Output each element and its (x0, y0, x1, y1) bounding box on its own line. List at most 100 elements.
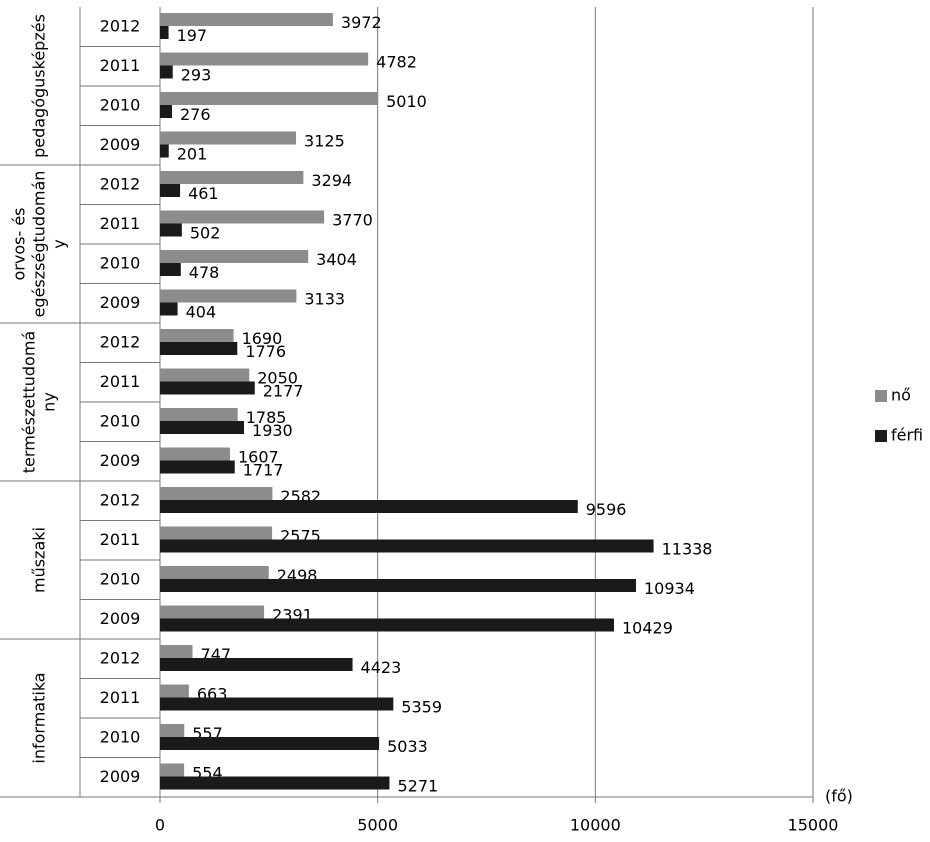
bar (160, 579, 636, 592)
value-label: 3125 (304, 132, 345, 151)
y-tick-label: 2010 (100, 95, 141, 114)
value-label: 9596 (586, 500, 627, 519)
y-tick-label: 2011 (100, 688, 141, 707)
bar (160, 408, 238, 421)
y-tick-label: 2012 (100, 490, 141, 509)
value-label: 10934 (644, 579, 695, 598)
y-tick-label: 2010 (100, 411, 141, 430)
value-label: 5010 (386, 92, 427, 111)
value-label: 276 (180, 105, 211, 124)
bar (160, 500, 578, 513)
bar (160, 302, 178, 316)
bar (160, 421, 245, 434)
y-tick-label: 2009 (100, 451, 141, 470)
value-label: 5033 (387, 737, 428, 756)
value-label: 502 (190, 224, 221, 243)
x-unit-label: (fő) (825, 787, 853, 806)
y-tick-label: 2011 (100, 56, 141, 75)
value-label: 478 (189, 263, 220, 282)
legend-swatch (875, 430, 887, 442)
bar (160, 763, 185, 777)
group-label: orvos- és (10, 208, 29, 281)
value-label: 2050 (257, 369, 298, 388)
value-label: 461 (188, 184, 219, 203)
y-tick-label: 2012 (100, 332, 141, 351)
y-tick-label: 2011 (100, 372, 141, 391)
value-label: 10429 (622, 619, 673, 638)
value-label: 1690 (242, 329, 283, 348)
value-label: 201 (177, 145, 208, 164)
value-label: 11338 (662, 540, 713, 559)
group-label: pedagógusképzés (30, 14, 49, 158)
group-label: természettudomá (20, 331, 39, 473)
value-label: 3972 (341, 13, 382, 32)
value-label: 4423 (361, 658, 402, 677)
x-tick-label: 15000 (788, 816, 839, 835)
bar (160, 605, 265, 619)
y-tick-label: 2011 (100, 214, 141, 233)
group-label: informatika (30, 672, 49, 763)
value-label: 3133 (304, 290, 345, 309)
x-tick-label: 0 (155, 816, 165, 835)
bar (160, 223, 182, 237)
value-label: 197 (177, 26, 208, 45)
group-label: ny (40, 392, 59, 412)
value-label: 404 (186, 303, 217, 322)
bar (160, 526, 273, 540)
bar (160, 329, 234, 342)
x-tick-label: 5000 (357, 816, 398, 835)
bar (160, 658, 353, 671)
bar (160, 65, 173, 79)
x-tick-label: 10000 (570, 816, 621, 835)
bar (160, 724, 185, 737)
bar (160, 776, 390, 790)
value-label: 2177 (263, 382, 304, 401)
bar (160, 447, 230, 461)
y-tick-label: 2012 (100, 648, 141, 667)
bar (160, 26, 169, 39)
value-label: 4782 (376, 53, 417, 72)
group-label: egészségtudomán (30, 171, 49, 318)
bar (160, 289, 297, 303)
legend-label: nő (891, 386, 911, 405)
value-label: 1776 (245, 342, 286, 361)
bar (160, 263, 181, 276)
y-tick-label: 2010 (100, 569, 141, 588)
value-label: 1717 (243, 461, 284, 480)
bar (160, 131, 297, 145)
bar (160, 487, 273, 500)
value-label: 3404 (316, 250, 357, 269)
bar (160, 684, 189, 698)
bar (160, 381, 255, 395)
bar (160, 52, 369, 66)
y-tick-label: 2010 (100, 253, 141, 272)
y-tick-label: 2009 (100, 767, 141, 786)
bar (160, 210, 325, 224)
value-label: 1607 (238, 448, 279, 467)
bar (160, 171, 304, 184)
value-label: 1930 (252, 421, 293, 440)
bar (160, 539, 654, 553)
y-tick-label: 2012 (100, 174, 141, 193)
bar (160, 566, 269, 579)
bar (160, 737, 380, 750)
bar (160, 144, 169, 158)
value-label: 5271 (397, 777, 438, 796)
bar (160, 92, 379, 105)
bar (160, 697, 394, 711)
value-label: 3770 (332, 211, 373, 230)
group-label: y (50, 239, 69, 248)
bar (160, 250, 309, 263)
y-tick-label: 2011 (100, 530, 141, 549)
value-label: 293 (181, 66, 212, 85)
bar (160, 184, 181, 197)
bar (160, 368, 250, 382)
legend-label: férfi (891, 426, 923, 445)
value-label: 3294 (311, 171, 352, 190)
bar (160, 460, 235, 474)
y-tick-label: 2009 (100, 293, 141, 312)
value-label: 1785 (246, 408, 287, 427)
bar (160, 618, 615, 632)
bar (160, 13, 333, 26)
